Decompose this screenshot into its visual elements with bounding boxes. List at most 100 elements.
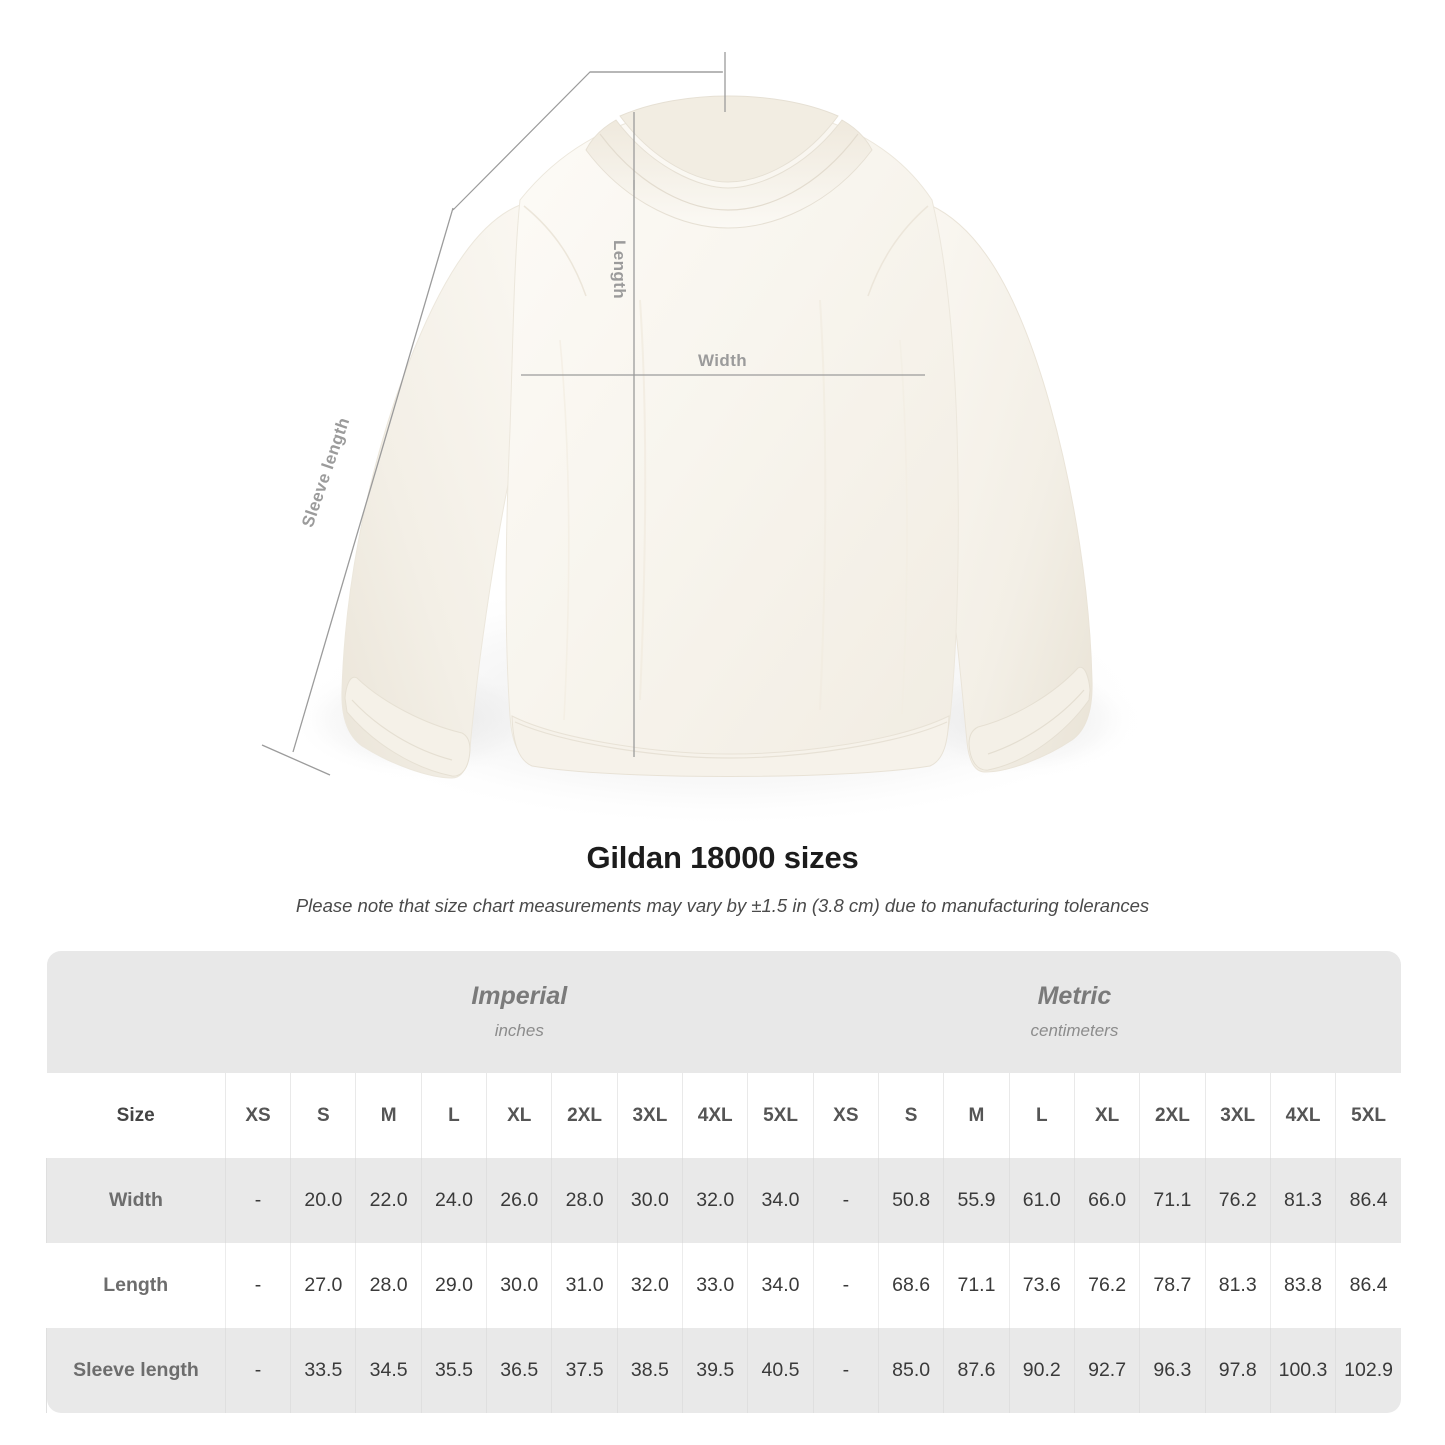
cell-width-metric-l: 61.0 [1008, 1158, 1075, 1243]
size-col-metric-3xl: 3XL [1204, 1073, 1271, 1158]
tolerance-note: Please note that size chart measurements… [295, 895, 1150, 916]
cell-sleeve-imperial-xs: - [224, 1328, 291, 1413]
page-title: Gildan 18000 sizes [586, 840, 859, 875]
imperial-title: Imperial [471, 982, 568, 1011]
cell-length-imperial-xl: 30.0 [486, 1243, 552, 1328]
fold-4 [899, 339, 908, 715]
sleeve-arrow-line [292, 207, 454, 753]
cell-width-metric-m: 55.9 [943, 1158, 1010, 1243]
cell-length-imperial-xs: - [224, 1243, 291, 1328]
fold-3 [559, 339, 570, 721]
row-label-sleeve-length: Sleeve length [46, 1328, 226, 1413]
cell-width-imperial-xs: - [224, 1158, 291, 1243]
cell-sleeve-metric-m: 87.6 [943, 1328, 1010, 1413]
cell-sleeve-imperial-l: 35.5 [420, 1328, 487, 1413]
cell-length-metric-3xl: 81.3 [1204, 1243, 1271, 1328]
cell-width-metric-3xl: 76.2 [1204, 1158, 1271, 1243]
cell-width-imperial-2xl: 28.0 [551, 1158, 618, 1243]
cell-sleeve-imperial-m: 34.5 [355, 1328, 422, 1413]
cell-sleeve-metric-2xl: 96.3 [1139, 1328, 1206, 1413]
cell-sleeve-metric-s: 85.0 [877, 1328, 944, 1413]
sweatshirt-illustration [261, 52, 1155, 830]
cell-width-imperial-5xl: 34.0 [747, 1158, 814, 1243]
size-col-imperial-l: L [420, 1073, 487, 1158]
metric-section-header: Metric centimeters [813, 951, 1336, 1073]
cell-sleeve-imperial-s: 33.5 [290, 1328, 356, 1413]
size-col-metric-m: M [943, 1073, 1010, 1158]
size-col-imperial-3xl: 3XL [616, 1073, 683, 1158]
cell-length-imperial-3xl: 32.0 [616, 1243, 683, 1328]
imperial-unit: inches [494, 1020, 544, 1040]
fold-1 [639, 299, 647, 701]
cell-width-imperial-3xl: 30.0 [616, 1158, 683, 1243]
cell-width-imperial-4xl: 32.0 [682, 1158, 748, 1243]
cell-width-metric-xl: 66.0 [1073, 1158, 1140, 1243]
size-col-metric-l: L [1008, 1073, 1075, 1158]
cell-length-imperial-s: 27.0 [290, 1243, 356, 1328]
size-col-imperial-m: M [355, 1073, 422, 1158]
cell-length-imperial-2xl: 31.0 [551, 1243, 618, 1328]
cell-width-metric-5xl: 86.4 [1335, 1158, 1401, 1243]
left-cuff-seam [351, 699, 453, 761]
size-header-label: Size [46, 1073, 226, 1158]
cell-sleeve-metric-3xl: 97.8 [1204, 1328, 1271, 1413]
size-col-metric-4xl: 4XL [1269, 1073, 1336, 1158]
size-col-imperial-5xl: 5XL [747, 1073, 814, 1158]
cell-sleeve-imperial-4xl: 39.5 [682, 1328, 748, 1413]
left-cuff [344, 676, 471, 777]
cell-width-imperial-s: 20.0 [290, 1158, 356, 1243]
size-table: Imperial inches Metric centimeters Size … [46, 951, 1401, 1413]
cell-length-metric-2xl: 78.7 [1139, 1243, 1206, 1328]
row-label-length: Length [46, 1243, 226, 1328]
size-col-metric-xs: XS [812, 1073, 879, 1158]
cell-length-imperial-5xl: 34.0 [747, 1243, 814, 1328]
cell-length-metric-l: 73.6 [1008, 1243, 1075, 1328]
bottom-hem [511, 715, 950, 777]
unit-banner-spacer [46, 951, 226, 1073]
cell-sleeve-metric-5xl: 102.9 [1335, 1328, 1401, 1413]
right-shoulder-seam [867, 205, 929, 297]
cell-sleeve-metric-4xl: 100.3 [1269, 1328, 1336, 1413]
size-table-container: Imperial inches Metric centimeters Size … [46, 951, 1401, 1413]
size-col-metric-2xl: 2XL [1139, 1073, 1206, 1158]
table-row: Width - 20.0 22.0 24.0 26.0 28.0 30.0 32… [46, 1158, 1401, 1243]
cell-sleeve-metric-xs: - [812, 1328, 879, 1413]
cell-length-metric-4xl: 83.8 [1269, 1243, 1336, 1328]
size-col-imperial-s: S [290, 1073, 356, 1158]
size-col-metric-5xl: 5XL [1335, 1073, 1401, 1158]
cell-sleeve-imperial-3xl: 38.5 [616, 1328, 683, 1413]
right-sleeve [927, 204, 1093, 773]
row-label-width: Width [46, 1158, 226, 1243]
right-cuff [968, 666, 1091, 771]
neck-opening [619, 95, 839, 183]
cell-length-imperial-l: 29.0 [420, 1243, 487, 1328]
cell-width-imperial-xl: 26.0 [486, 1158, 552, 1243]
cell-width-imperial-m: 22.0 [355, 1158, 422, 1243]
table-row: Sleeve length - 33.5 34.5 35.5 36.5 37.5… [46, 1328, 1401, 1413]
size-col-imperial-2xl: 2XL [551, 1073, 618, 1158]
size-col-metric-xl: XL [1073, 1073, 1140, 1158]
collar-ribbing [585, 119, 873, 229]
size-col-metric-s: S [877, 1073, 944, 1158]
cell-length-metric-xl: 76.2 [1073, 1243, 1140, 1328]
metric-unit: centimeters [1030, 1020, 1119, 1040]
cell-length-imperial-4xl: 33.0 [682, 1243, 748, 1328]
cell-width-metric-4xl: 81.3 [1269, 1158, 1336, 1243]
right-cuff-seam [987, 689, 1085, 755]
imperial-section-header: Imperial inches [225, 951, 814, 1073]
width-label: Width [698, 351, 748, 370]
hem-seam [514, 721, 948, 759]
table-row: Length - 27.0 28.0 29.0 30.0 31.0 32.0 3… [46, 1243, 1401, 1328]
unit-banner-row: Imperial inches Metric centimeters [46, 951, 1401, 1073]
cell-width-imperial-l: 24.0 [420, 1158, 487, 1243]
cell-length-metric-5xl: 86.4 [1335, 1243, 1401, 1328]
left-shoulder-seam [523, 205, 587, 297]
title-block: Gildan 18000 sizes Please note that size… [0, 840, 1445, 917]
cell-sleeve-imperial-xl: 36.5 [486, 1328, 552, 1413]
cell-length-metric-m: 71.1 [943, 1243, 1010, 1328]
cell-length-metric-s: 68.6 [877, 1243, 944, 1328]
unit-banner-end [1335, 951, 1401, 1073]
cell-width-metric-xs: - [812, 1158, 879, 1243]
cell-width-metric-s: 50.8 [877, 1158, 944, 1243]
